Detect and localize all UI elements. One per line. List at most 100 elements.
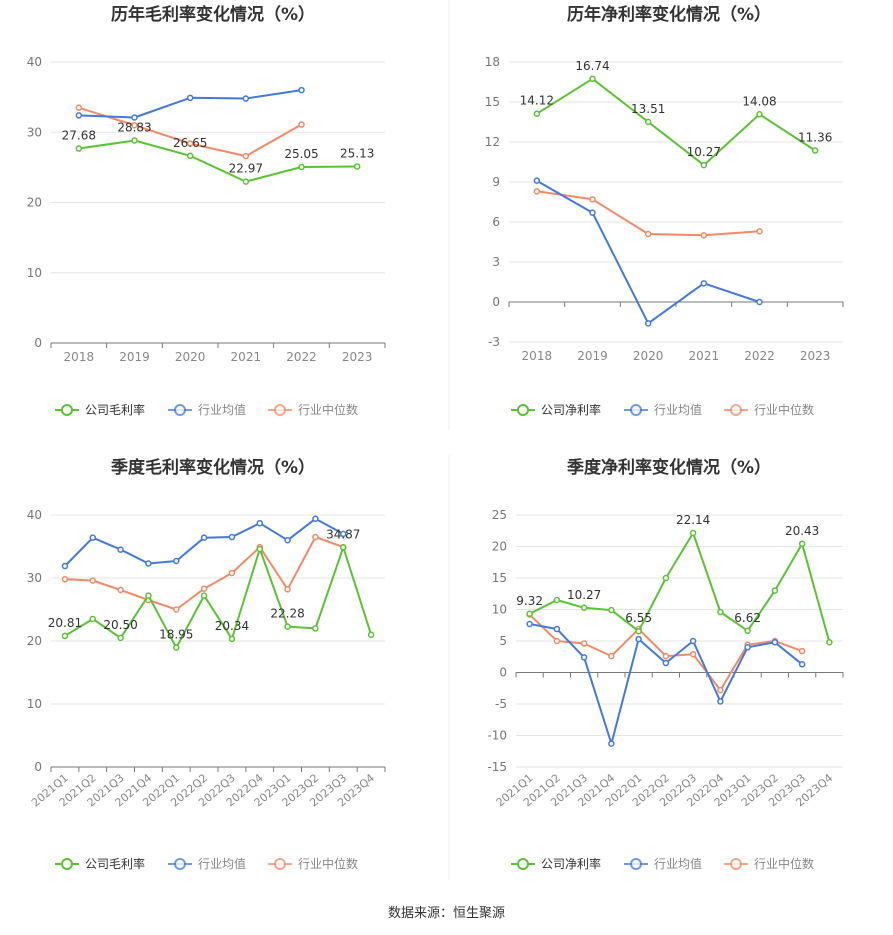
legend-marker[interactable]	[517, 404, 529, 416]
data-point	[689, 637, 697, 645]
y-tick-label: 20	[27, 634, 42, 648]
data-label: 25.13	[340, 146, 374, 160]
data-point	[533, 110, 541, 117]
chart-title-c4: 季度净利率变化情况（%）	[567, 457, 771, 478]
data-point	[117, 546, 124, 553]
data-point	[298, 121, 305, 128]
data-label: 6.62	[734, 611, 761, 625]
legend-marker[interactable]	[61, 404, 73, 416]
y-tick-label: 20	[492, 540, 507, 554]
data-point	[200, 592, 208, 599]
legend-label[interactable]: 公司净利率	[541, 402, 601, 417]
y-tick-label: 20	[27, 196, 42, 210]
y-tick-label: -5	[495, 697, 507, 711]
series-line	[536, 77, 816, 167]
legend-marker[interactable]	[174, 858, 186, 870]
data-point	[340, 544, 347, 551]
chart-title-c3: 季度毛利率变化情况（%）	[111, 457, 315, 478]
data-point	[689, 529, 697, 537]
legend-marker[interactable]	[730, 404, 742, 416]
y-tick-label: -10	[487, 729, 507, 743]
y-tick-label: 10	[492, 603, 507, 617]
x-tick-label: 2018	[522, 349, 553, 363]
data-point	[526, 620, 533, 628]
data-point	[589, 196, 596, 203]
data-point	[662, 652, 670, 660]
legend-label[interactable]: 行业均值	[198, 856, 246, 871]
legend-marker[interactable]	[730, 858, 742, 870]
legend-marker[interactable]	[61, 858, 73, 870]
data-label: 10.27	[687, 145, 721, 159]
data-label: 22.97	[229, 162, 263, 176]
legend-marker[interactable]	[274, 858, 286, 870]
data-point	[186, 94, 194, 102]
data-label: 20.81	[48, 616, 82, 630]
data-point	[811, 147, 819, 154]
data-point	[580, 640, 588, 647]
legend-label[interactable]: 公司净利率	[541, 856, 601, 871]
data-point	[117, 586, 124, 594]
data-label: 13.51	[631, 102, 665, 116]
data-point	[256, 545, 263, 553]
data-point	[771, 587, 779, 594]
legend-label[interactable]: 行业均值	[654, 856, 702, 871]
data-point	[61, 576, 69, 583]
legend-label[interactable]: 行业均值	[198, 402, 246, 417]
legend-label[interactable]: 行业中位数	[754, 402, 814, 417]
data-label: 34.87	[326, 527, 360, 541]
y-tick-label: 5	[499, 634, 507, 648]
data-point	[553, 596, 561, 604]
data-label: 16.74	[575, 59, 609, 73]
y-tick-label: 30	[27, 571, 42, 585]
legend-label[interactable]: 公司毛利率	[85, 402, 145, 417]
data-point	[228, 569, 236, 577]
data-point	[756, 111, 763, 118]
data-point	[717, 608, 724, 616]
data-point	[312, 625, 319, 632]
legend-label[interactable]: 行业中位数	[298, 402, 358, 417]
legend-marker[interactable]	[274, 404, 286, 416]
legend-marker[interactable]	[630, 404, 642, 416]
data-point	[744, 644, 751, 651]
data-label: 28.83	[117, 120, 151, 134]
data-point	[284, 586, 291, 593]
legend-label[interactable]: 公司毛利率	[85, 856, 145, 871]
y-tick-label: 10	[27, 697, 42, 711]
data-point	[608, 740, 615, 747]
y-tick-label: 0	[499, 666, 507, 680]
data-point	[89, 534, 96, 541]
legend-label[interactable]: 行业中位数	[754, 856, 814, 871]
legend-marker[interactable]	[630, 858, 642, 870]
data-point	[662, 574, 670, 582]
data-label: 20.50	[103, 618, 137, 632]
x-tick-label: 2018	[64, 350, 95, 364]
data-point	[635, 627, 642, 635]
data-point	[186, 140, 194, 147]
y-tick-label: 10	[27, 266, 42, 280]
data-point	[186, 152, 194, 160]
data-point	[533, 177, 541, 184]
data-point	[298, 86, 305, 94]
x-tick-label: 2019	[577, 349, 608, 363]
data-point	[700, 280, 708, 287]
data-point	[798, 540, 806, 548]
chart-title-c2: 历年净利率变化情况（%）	[567, 4, 771, 25]
legend-marker[interactable]	[174, 404, 186, 416]
y-tick-label: -3	[488, 335, 500, 349]
data-point	[284, 623, 291, 630]
data-point	[284, 536, 291, 544]
legend-label[interactable]: 行业中位数	[298, 856, 358, 871]
data-point	[173, 557, 180, 565]
data-label: 22.28	[270, 607, 304, 621]
data-label: 6.55	[625, 611, 652, 625]
y-tick-label: 0	[34, 336, 42, 350]
data-point	[589, 209, 596, 216]
data-point	[131, 114, 138, 121]
data-label: 26.65	[173, 136, 207, 150]
legend-label[interactable]: 行业均值	[654, 402, 702, 417]
y-tick-label: 6	[492, 215, 500, 229]
y-tick-label: 0	[492, 295, 500, 309]
x-tick-label: 2020	[633, 349, 664, 363]
data-point	[717, 698, 724, 705]
legend-marker[interactable]	[517, 858, 529, 870]
